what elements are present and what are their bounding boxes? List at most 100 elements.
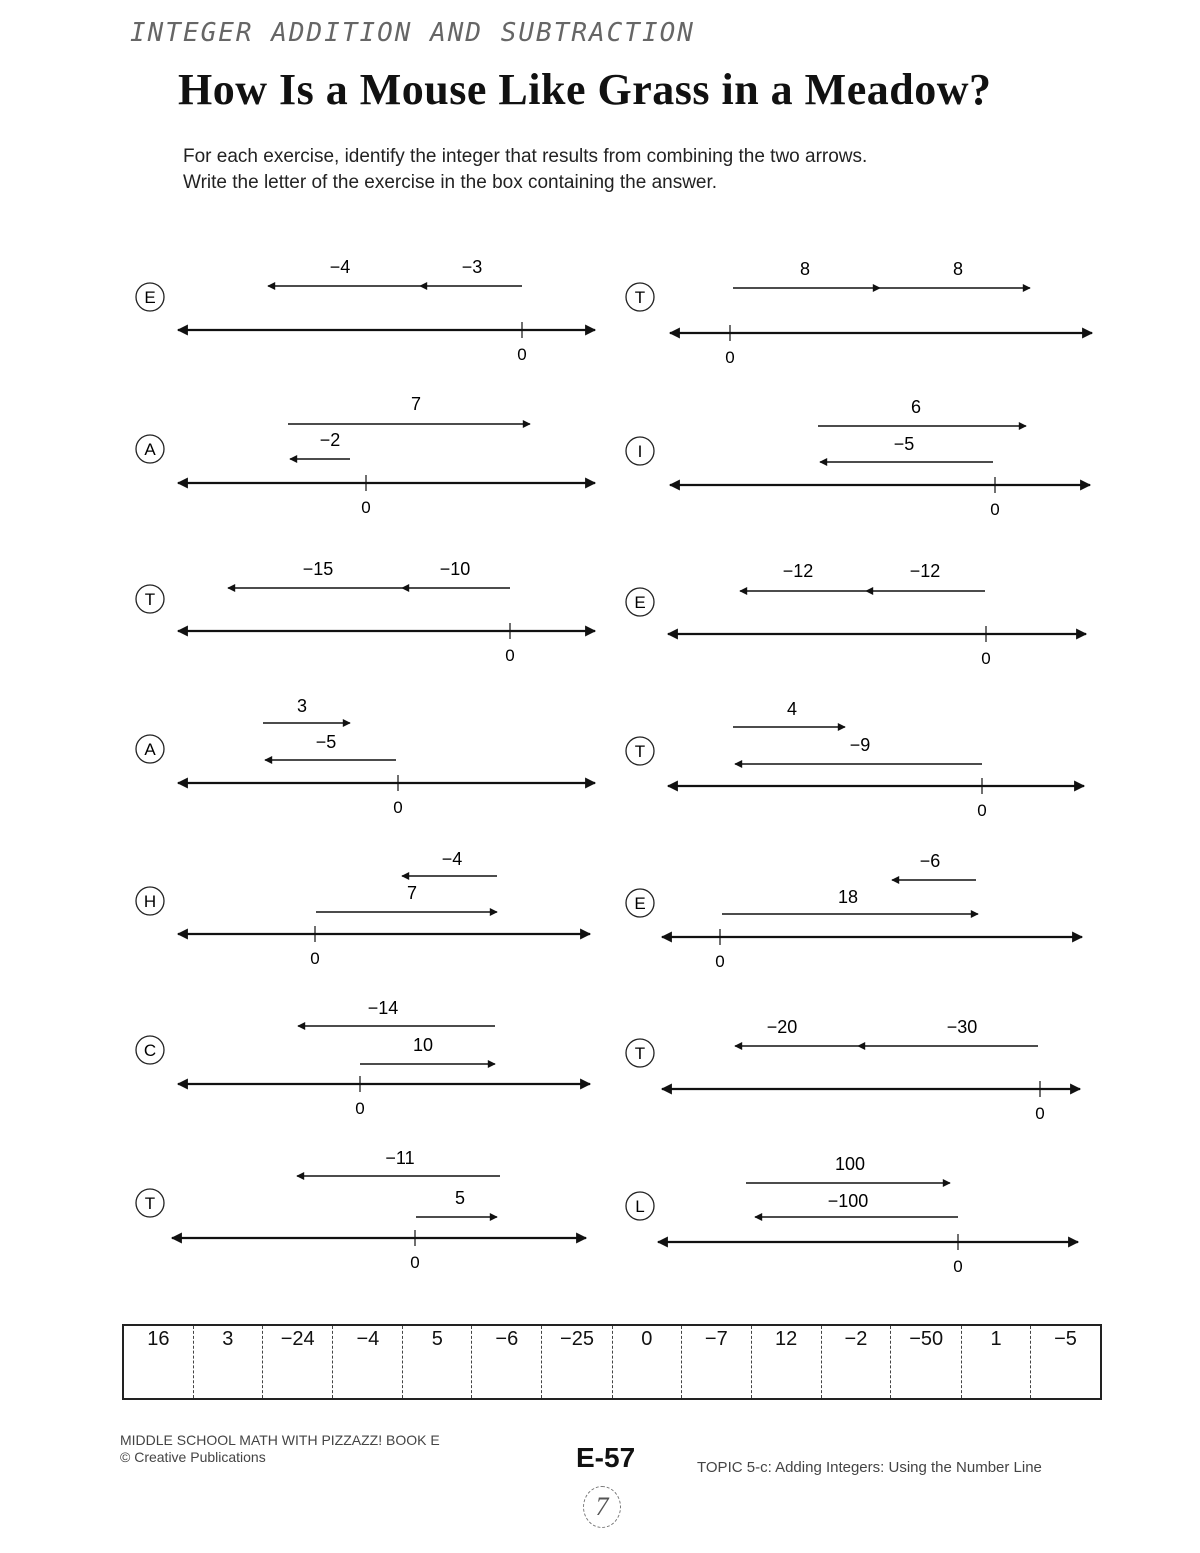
answer-box[interactable]: 16 bbox=[122, 1325, 194, 1399]
answer-box[interactable]: 12 bbox=[750, 1325, 822, 1399]
exercise: C 0 −14 10 bbox=[135, 998, 592, 1118]
arrow-label: −6 bbox=[920, 851, 941, 871]
arrow-label: −12 bbox=[910, 561, 941, 581]
arrow-label: −30 bbox=[947, 1017, 978, 1037]
answer-box[interactable]: −50 bbox=[890, 1325, 962, 1399]
letter-circle bbox=[625, 436, 655, 466]
exercise-letter: E bbox=[634, 894, 645, 913]
arrow-label: −4 bbox=[330, 257, 351, 277]
arrow-label: −20 bbox=[767, 1017, 798, 1037]
arrow-label: −12 bbox=[783, 561, 814, 581]
exercise-letter: E bbox=[144, 288, 155, 307]
arrow-label: 7 bbox=[411, 394, 421, 414]
zero-label: 0 bbox=[715, 952, 724, 971]
arrow-label: −3 bbox=[462, 257, 483, 277]
zero-label: 0 bbox=[990, 500, 999, 519]
exercise: T 0 −20 −30 bbox=[625, 1017, 1082, 1123]
exercise: T 0 −15 −10 bbox=[135, 559, 597, 665]
letter-circle bbox=[625, 736, 655, 766]
answer-box[interactable]: −25 bbox=[541, 1325, 613, 1399]
answer-box[interactable]: −4 bbox=[332, 1325, 403, 1399]
letter-circle bbox=[135, 1035, 165, 1065]
answer-box[interactable]: 3 bbox=[192, 1325, 263, 1399]
handwritten-topic: INTEGER ADDITION AND SUBTRACTION bbox=[130, 18, 695, 48]
answer-box[interactable]: 5 bbox=[402, 1325, 472, 1399]
arrow-label: 5 bbox=[455, 1188, 465, 1208]
arrow-label: −2 bbox=[320, 430, 341, 450]
zero-label: 0 bbox=[310, 949, 319, 968]
zero-label: 0 bbox=[355, 1099, 364, 1118]
zero-label: 0 bbox=[1035, 1104, 1044, 1123]
answer-box[interactable]: −2 bbox=[820, 1325, 891, 1399]
zero-label: 0 bbox=[953, 1257, 962, 1276]
zero-label: 0 bbox=[981, 649, 990, 668]
arrow-label: −5 bbox=[316, 732, 337, 752]
letter-circle bbox=[625, 1038, 655, 1068]
exercise-letter: I bbox=[638, 442, 643, 461]
exercise: L 0 100 −100 bbox=[625, 1154, 1080, 1276]
letter-circle bbox=[625, 888, 655, 918]
arrow-label: 100 bbox=[835, 1154, 865, 1174]
letter-circle bbox=[625, 1191, 655, 1221]
letter-circle bbox=[135, 434, 165, 464]
zero-label: 0 bbox=[393, 798, 402, 817]
letter-circle bbox=[625, 587, 655, 617]
arrow-label: 3 bbox=[297, 696, 307, 716]
exercise-letter: E bbox=[634, 593, 645, 612]
zero-label: 0 bbox=[361, 498, 370, 517]
letter-circle bbox=[135, 1188, 165, 1218]
answer-box[interactable]: −24 bbox=[261, 1325, 333, 1399]
arrow-label: −100 bbox=[828, 1191, 869, 1211]
exercise: I 0 6 −5 bbox=[625, 397, 1092, 519]
arrow-label: 8 bbox=[953, 259, 963, 279]
answer-box[interactable]: 0 bbox=[611, 1325, 682, 1399]
exercise-letter: H bbox=[144, 892, 156, 911]
arrow-label: 4 bbox=[787, 699, 797, 719]
arrow-label: −10 bbox=[440, 559, 471, 579]
exercise-letter: T bbox=[635, 1044, 645, 1063]
letter-circle bbox=[135, 734, 165, 764]
arrow-label: −4 bbox=[442, 849, 463, 869]
arrow-label: −5 bbox=[894, 434, 915, 454]
exercise: E 0 −12 −12 bbox=[625, 561, 1088, 668]
zero-label: 0 bbox=[517, 345, 526, 364]
answer-box[interactable]: 1 bbox=[960, 1325, 1031, 1399]
exercise: A 0 7 −2 bbox=[135, 394, 597, 517]
letter-circle bbox=[135, 282, 165, 312]
exercise-letter: T bbox=[145, 1194, 155, 1213]
zero-label: 0 bbox=[505, 646, 514, 665]
topic-line: TOPIC 5-c: Adding Integers: Using the Nu… bbox=[697, 1459, 1042, 1476]
exercise: T 0 4 −9 bbox=[625, 699, 1086, 820]
arrow-label: −11 bbox=[385, 1148, 414, 1168]
exercise: E 0 −4 −3 bbox=[135, 257, 597, 364]
exercise-letter: A bbox=[144, 740, 156, 759]
arrow-label: 7 bbox=[407, 883, 417, 903]
exercise: T 0 8 8 bbox=[625, 259, 1094, 367]
instruction-line: Write the letter of the exercise in the … bbox=[183, 172, 718, 193]
instruction-line: For each exercise, identify the integer … bbox=[183, 146, 868, 167]
answer-box[interactable]: −7 bbox=[680, 1325, 752, 1399]
exercise-letter: A bbox=[144, 440, 156, 459]
arrow-label: −14 bbox=[368, 998, 399, 1018]
arrow-label: −9 bbox=[850, 735, 871, 755]
copyright: © Creative Publications bbox=[120, 1449, 266, 1465]
exercise: E 0 −6 18 bbox=[625, 851, 1084, 971]
answer-box[interactable]: −5 bbox=[1030, 1325, 1101, 1399]
exercise-letter: T bbox=[145, 590, 155, 609]
book-title: MIDDLE SCHOOL MATH WITH PIZZAZZ! BOOK E bbox=[120, 1432, 440, 1448]
arrow-label: 10 bbox=[413, 1035, 433, 1055]
arrow-label: −15 bbox=[303, 559, 334, 579]
exercise-letter: T bbox=[635, 288, 645, 307]
answer-box-table: 16 3 −24 −4 5 −6 −25 0 −7 12 −2 −50 1 −5 bbox=[122, 1324, 1102, 1400]
exercise: T 0 −11 5 bbox=[135, 1148, 588, 1272]
zero-label: 0 bbox=[977, 801, 986, 820]
answer-box[interactable]: −6 bbox=[471, 1325, 542, 1399]
zero-label: 0 bbox=[725, 348, 734, 367]
zero-label: 0 bbox=[410, 1253, 419, 1272]
exercise: H 0 −4 7 bbox=[135, 849, 592, 968]
letter-circle bbox=[135, 584, 165, 614]
exercise-letter: C bbox=[144, 1041, 156, 1060]
letter-circle bbox=[135, 886, 165, 916]
exercise: A 0 3 −5 bbox=[135, 696, 597, 817]
